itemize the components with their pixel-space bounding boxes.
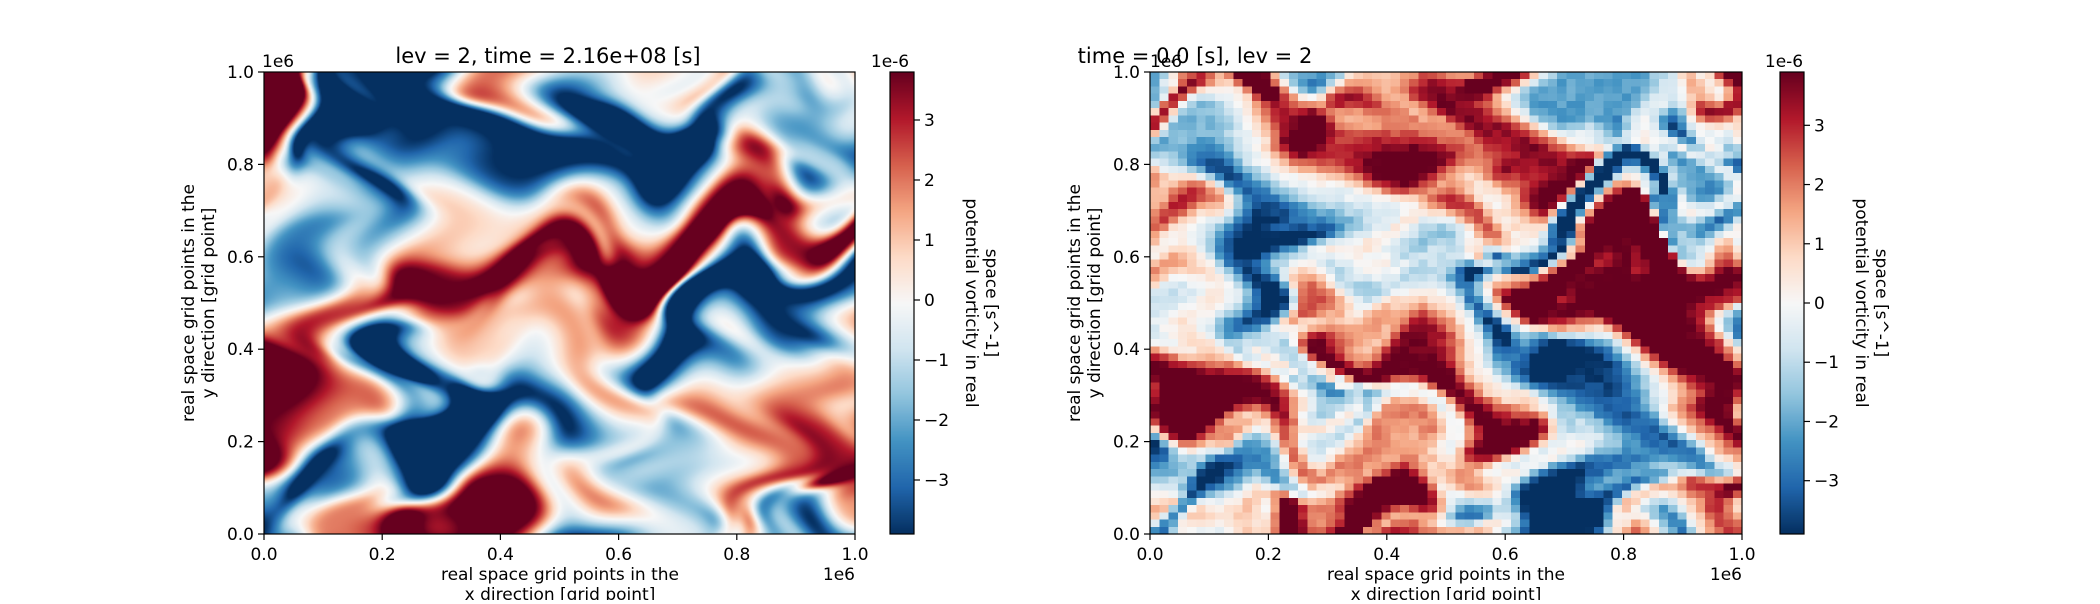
x-tick-label: 0.6 bbox=[605, 545, 632, 565]
y-tick-label: 0.8 bbox=[227, 155, 254, 175]
heatmap-area bbox=[263, 71, 856, 535]
x-axis-label-line2: x direction [grid point] bbox=[465, 585, 656, 600]
colorbar-frame bbox=[889, 71, 915, 535]
plot-frame bbox=[263, 71, 856, 535]
y-tick-label: 0.6 bbox=[227, 248, 254, 268]
colorbar-tick-label: −1 bbox=[924, 351, 949, 371]
x-axis-label-line2: x direction [grid point] bbox=[1351, 585, 1542, 600]
panel-title: time = 0.0 [s], lev = 2 bbox=[1078, 44, 1313, 68]
y-offset-label: 1e6 bbox=[262, 52, 294, 72]
colorbar: 1e-6 −3 −2 −1 0 1 2 3 potential vorticity in r… bbox=[1765, 52, 1891, 535]
colorbar-gradient bbox=[890, 72, 914, 534]
colorbar-tick-label: 1 bbox=[1814, 235, 1825, 255]
x-tick-label: 0.0 bbox=[250, 545, 277, 565]
x-tick-label: 0.2 bbox=[369, 545, 396, 565]
panel-right: time = 0.0 [s], lev = 2 1e6 1e6 0.0 0.2 0.… bbox=[1065, 44, 1891, 604]
colorbar-tick-label: 3 bbox=[924, 111, 935, 131]
y-tick-label: 0.2 bbox=[1113, 433, 1140, 453]
colorbar-tick-label: −3 bbox=[1814, 472, 1839, 492]
y-axis: 0.0 0.2 0.4 0.6 0.8 1.0 bbox=[1113, 63, 1150, 545]
colorbar-label-line1: potential vorticity in real bbox=[1851, 198, 1871, 407]
y-tick-label: 0.8 bbox=[1113, 155, 1140, 175]
y-tick-label: 0.4 bbox=[1113, 340, 1140, 360]
colorbar-tick-label: 0 bbox=[1814, 294, 1825, 314]
colorbar-tick-label: 3 bbox=[1814, 116, 1825, 136]
x-axis-label-line1: real space grid points in the bbox=[441, 565, 679, 585]
colorbar-tick-label: −2 bbox=[924, 411, 949, 431]
y-offset-label: 1e6 bbox=[1150, 52, 1182, 72]
x-axis: 0.0 0.2 0.4 0.6 0.8 1.0 bbox=[1136, 534, 1756, 565]
colorbar-ticks: −3 −2 −1 0 1 2 3 bbox=[1804, 116, 1839, 492]
colorbar-tick-label: 2 bbox=[924, 171, 935, 191]
x-tick-label: 0.6 bbox=[1492, 545, 1519, 565]
plot-frame bbox=[1149, 71, 1743, 535]
colorbar-label-line2: space [s^-1] bbox=[1871, 249, 1891, 358]
colorbar-gradient bbox=[1780, 72, 1804, 534]
x-tick-label: 0.8 bbox=[1610, 545, 1637, 565]
colorbar-label-line2: space [s^-1] bbox=[981, 249, 1001, 358]
colorbar-label-line1: potential vorticity in real bbox=[961, 198, 981, 407]
panel-left: lev = 2, time = 2.16e+08 [s] 1e6 1e6 0.0… bbox=[179, 44, 1001, 604]
x-tick-label: 1.0 bbox=[841, 545, 868, 565]
x-axis-label-line1: real space grid points in the bbox=[1327, 565, 1565, 585]
heatmap-area bbox=[1149, 71, 1743, 535]
y-tick-label: 0.2 bbox=[227, 433, 254, 453]
colorbar-tick-label: −1 bbox=[1814, 353, 1839, 373]
y-tick-label: 0.4 bbox=[227, 340, 254, 360]
y-axis: 0.0 0.2 0.4 0.6 0.8 1.0 bbox=[227, 63, 264, 545]
colorbar-tick-label: −2 bbox=[1814, 412, 1839, 432]
x-tick-label: 0.4 bbox=[487, 545, 514, 565]
colorbar-tick-label: −3 bbox=[924, 471, 949, 491]
y-axis-label-line2: y direction [grid point] bbox=[1085, 208, 1105, 399]
y-tick-label: 0.0 bbox=[227, 525, 254, 545]
heatmap-image bbox=[1150, 72, 1742, 534]
x-offset-label: 1e6 bbox=[1710, 565, 1742, 585]
y-tick-label: 1.0 bbox=[227, 63, 254, 83]
y-axis-label-line1: real space grid points in the bbox=[1065, 184, 1085, 422]
heatmap-image bbox=[264, 72, 855, 534]
colorbar: 1e-6 −3 −2 −1 0 1 2 3 potential vorticity in r… bbox=[871, 52, 1001, 535]
x-tick-label: 0.4 bbox=[1373, 545, 1400, 565]
colorbar-offset-label: 1e-6 bbox=[1765, 52, 1803, 72]
x-tick-label: 0.0 bbox=[1136, 545, 1163, 565]
x-tick-label: 0.2 bbox=[1255, 545, 1282, 565]
colorbar-tick-label: 0 bbox=[924, 291, 935, 311]
colorbar-offset-label: 1e-6 bbox=[871, 52, 909, 72]
x-tick-label: 0.8 bbox=[723, 545, 750, 565]
x-tick-label: 1.0 bbox=[1728, 545, 1755, 565]
x-offset-label: 1e6 bbox=[823, 565, 855, 585]
colorbar-ticks: −3 −2 −1 0 1 2 3 bbox=[914, 111, 949, 491]
y-tick-label: 0.0 bbox=[1113, 525, 1140, 545]
y-tick-label: 1.0 bbox=[1113, 63, 1140, 83]
colorbar-tick-label: 2 bbox=[1814, 176, 1825, 196]
x-axis: 0.0 0.2 0.4 0.6 0.8 1.0 bbox=[250, 534, 869, 565]
y-axis-label-line2: y direction [grid point] bbox=[199, 208, 219, 399]
colorbar-tick-label: 1 bbox=[924, 231, 935, 251]
y-tick-label: 0.6 bbox=[1113, 248, 1140, 268]
y-axis-label-line1: real space grid points in the bbox=[179, 184, 199, 422]
panel-title: lev = 2, time = 2.16e+08 [s] bbox=[395, 44, 700, 68]
